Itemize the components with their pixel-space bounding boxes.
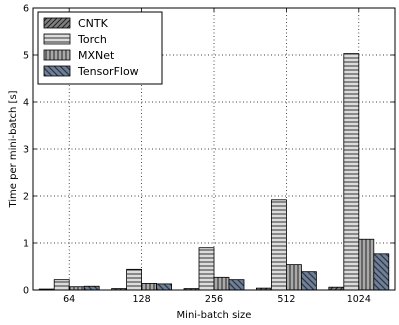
x-axis-title: Mini-batch size — [177, 310, 252, 321]
legend-swatch-torch — [43, 33, 71, 45]
legend-label-torch: Torch — [77, 33, 107, 46]
x-axis-ticks: 64 128 256 512 1024 — [63, 8, 371, 305]
bar-torch-512 — [270, 199, 287, 291]
legend-label-tensorflow: TensorFlow — [77, 65, 139, 78]
bar-mxnet-1024 — [358, 238, 375, 291]
y-tick-label: 6 — [23, 4, 29, 15]
x-tick-label: 64 — [63, 294, 75, 305]
bar-torch-256 — [198, 247, 215, 291]
y-axis-ticks: 0 1 2 3 4 5 6 — [23, 4, 395, 297]
y-tick-label: 4 — [23, 98, 29, 109]
legend-swatch-mxnet — [43, 49, 71, 61]
x-tick-label: 128 — [133, 294, 151, 305]
y-tick-label: 3 — [23, 145, 29, 156]
bar-torch-1024 — [343, 53, 360, 291]
bar-torch-64 — [53, 279, 70, 291]
bar-tensorflow-512 — [300, 271, 317, 291]
legend: CNTK Torch MXNet TensorFlow — [37, 11, 163, 85]
bar-mxnet-512 — [285, 264, 302, 291]
legend-swatch-cntk — [43, 17, 71, 29]
y-axis-title: Time per mini-batch [s] — [8, 90, 19, 208]
bar-mxnet-128 — [141, 283, 158, 291]
bars-group — [38, 53, 390, 291]
bar-tensorflow-64 — [83, 285, 100, 291]
bar-torch-128 — [126, 268, 142, 291]
bar-tensorflow-128 — [156, 283, 173, 291]
legend-label-mxnet: MXNet — [78, 49, 115, 62]
y-tick-label: 0 — [23, 286, 29, 297]
bar-tensorflow-1024 — [373, 253, 390, 291]
y-tick-label: 2 — [23, 192, 29, 203]
bar-tensorflow-256 — [228, 279, 245, 291]
legend-swatch-tensorflow — [43, 65, 71, 77]
legend-label-cntk: CNTK — [78, 17, 109, 30]
x-tick-label: 1024 — [347, 294, 371, 305]
x-tick-label: 256 — [205, 294, 223, 305]
y-tick-label: 5 — [23, 51, 29, 62]
bar-mxnet-256 — [213, 276, 230, 291]
x-tick-label: 512 — [277, 294, 295, 305]
y-tick-label: 1 — [23, 239, 29, 250]
